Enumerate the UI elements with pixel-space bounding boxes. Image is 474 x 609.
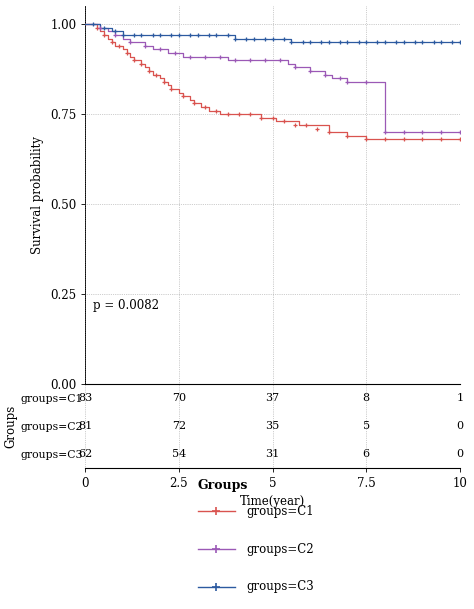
- Text: 0: 0: [456, 421, 464, 431]
- Text: 35: 35: [265, 421, 280, 431]
- Text: 1: 1: [456, 393, 464, 403]
- Text: 81: 81: [78, 421, 92, 431]
- Text: groups=C1: groups=C1: [246, 505, 314, 518]
- Text: groups=C3: groups=C3: [246, 580, 314, 593]
- Text: p = 0.0082: p = 0.0082: [93, 298, 159, 312]
- Text: 8: 8: [363, 393, 370, 403]
- Text: 37: 37: [265, 393, 280, 403]
- Text: groups=C2: groups=C2: [246, 543, 314, 555]
- Text: 62: 62: [78, 449, 92, 459]
- Text: 54: 54: [172, 449, 186, 459]
- Text: 5: 5: [363, 421, 370, 431]
- Text: 0: 0: [456, 449, 464, 459]
- Text: 72: 72: [172, 421, 186, 431]
- Text: 6: 6: [363, 449, 370, 459]
- Y-axis label: Survival probability: Survival probability: [31, 136, 45, 254]
- Y-axis label: Groups: Groups: [4, 405, 17, 448]
- Text: Groups: Groups: [198, 479, 248, 492]
- Text: 83: 83: [78, 393, 92, 403]
- Text: 31: 31: [265, 449, 280, 459]
- Text: 70: 70: [172, 393, 186, 403]
- X-axis label: Time(year): Time(year): [240, 495, 305, 508]
